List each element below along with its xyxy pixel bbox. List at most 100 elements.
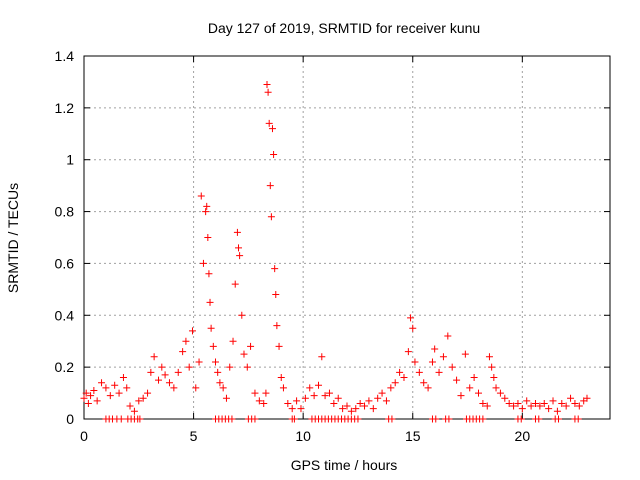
data-point — [139, 394, 147, 402]
data-point — [260, 399, 268, 407]
data-point — [111, 381, 119, 389]
data-point — [483, 402, 491, 410]
data-point — [216, 379, 224, 387]
data-point — [378, 389, 386, 397]
data-point — [188, 327, 196, 335]
chart-title: Day 127 of 2019, SRMTID for receiver kun… — [208, 20, 480, 36]
y-tick-label: 0 — [66, 411, 74, 427]
data-point — [228, 415, 236, 423]
y-tick-label: 0.4 — [55, 307, 75, 323]
data-point — [553, 407, 561, 415]
data-point — [206, 298, 214, 306]
data-point — [212, 358, 219, 366]
data-point — [334, 394, 342, 402]
data-point — [445, 415, 453, 423]
data-point — [514, 399, 522, 407]
data-point — [161, 371, 169, 379]
x-tick-label: 20 — [515, 428, 531, 444]
data-point — [229, 337, 237, 345]
data-point — [267, 213, 275, 221]
data-point — [209, 342, 217, 350]
axis-ticks: 0 0.2 0.4 0.6 0.8 1 1.2 1.4 0 5 10 15 20 — [55, 48, 610, 444]
data-point — [466, 384, 474, 392]
data-point — [523, 397, 531, 405]
y-tick-label: 0.2 — [55, 359, 75, 375]
y-tick-label: 1.2 — [55, 100, 75, 116]
data-point — [231, 280, 239, 288]
data-point — [310, 392, 318, 400]
data-point — [485, 353, 493, 361]
data-point — [93, 397, 101, 405]
data-point — [479, 415, 487, 423]
data-point — [290, 415, 298, 423]
data-point — [407, 314, 415, 322]
y-tick-label: 0.8 — [55, 204, 75, 220]
y-tick-label: 0.6 — [55, 255, 75, 271]
x-tick-label: 0 — [80, 428, 88, 444]
data-point — [488, 363, 496, 371]
data-point — [567, 394, 575, 402]
data-point — [428, 358, 436, 366]
data-point — [420, 379, 428, 387]
data-point — [475, 389, 482, 397]
data-point — [214, 368, 222, 376]
data-point — [501, 394, 509, 402]
data-point — [400, 374, 408, 382]
data-point — [199, 259, 207, 267]
x-axis-label: GPS time / hours — [291, 457, 398, 473]
data-point — [396, 368, 404, 376]
y-tick-label: 1 — [66, 152, 74, 168]
data-point — [321, 392, 329, 400]
data-point — [388, 415, 396, 423]
data-point — [453, 376, 461, 384]
data-point — [540, 399, 548, 407]
data-point — [155, 376, 163, 384]
data-point — [90, 386, 98, 394]
data-point — [203, 202, 211, 210]
data-point — [574, 415, 582, 423]
data-point — [391, 379, 399, 387]
data-point — [293, 397, 301, 405]
data-point — [369, 405, 377, 413]
data-point — [549, 397, 557, 405]
data-point — [448, 363, 456, 371]
data-point — [409, 324, 417, 332]
data-point — [263, 81, 271, 89]
data-point — [365, 397, 373, 405]
data-point — [387, 384, 395, 392]
data-point — [144, 389, 152, 397]
data-point — [554, 415, 562, 423]
data-point — [235, 244, 243, 252]
data-point — [431, 345, 439, 353]
y-tick-label: 1.4 — [55, 48, 75, 64]
data-point — [236, 252, 244, 260]
grid-lines — [84, 56, 610, 419]
data-point — [318, 353, 326, 361]
y-axis-label: SRMTID / TECUs — [5, 183, 21, 293]
data-point — [240, 350, 248, 358]
data-point — [271, 265, 279, 273]
data-point — [277, 374, 285, 382]
data-point — [361, 402, 369, 410]
data-point — [444, 332, 452, 340]
data-point — [325, 389, 333, 397]
data-point — [251, 415, 259, 423]
data-point — [247, 342, 255, 350]
data-point — [284, 399, 292, 407]
data-point — [158, 363, 166, 371]
data-point — [84, 399, 92, 407]
data-point — [243, 363, 251, 371]
data-point — [255, 397, 263, 405]
data-point — [339, 405, 347, 413]
data-point — [170, 384, 178, 392]
data-point — [356, 399, 364, 407]
x-tick-label: 15 — [405, 428, 421, 444]
data-point — [268, 125, 276, 133]
data-point — [352, 405, 360, 413]
data-point — [192, 384, 200, 392]
data-point — [102, 384, 110, 392]
data-point — [354, 415, 362, 423]
data-point — [119, 374, 127, 382]
